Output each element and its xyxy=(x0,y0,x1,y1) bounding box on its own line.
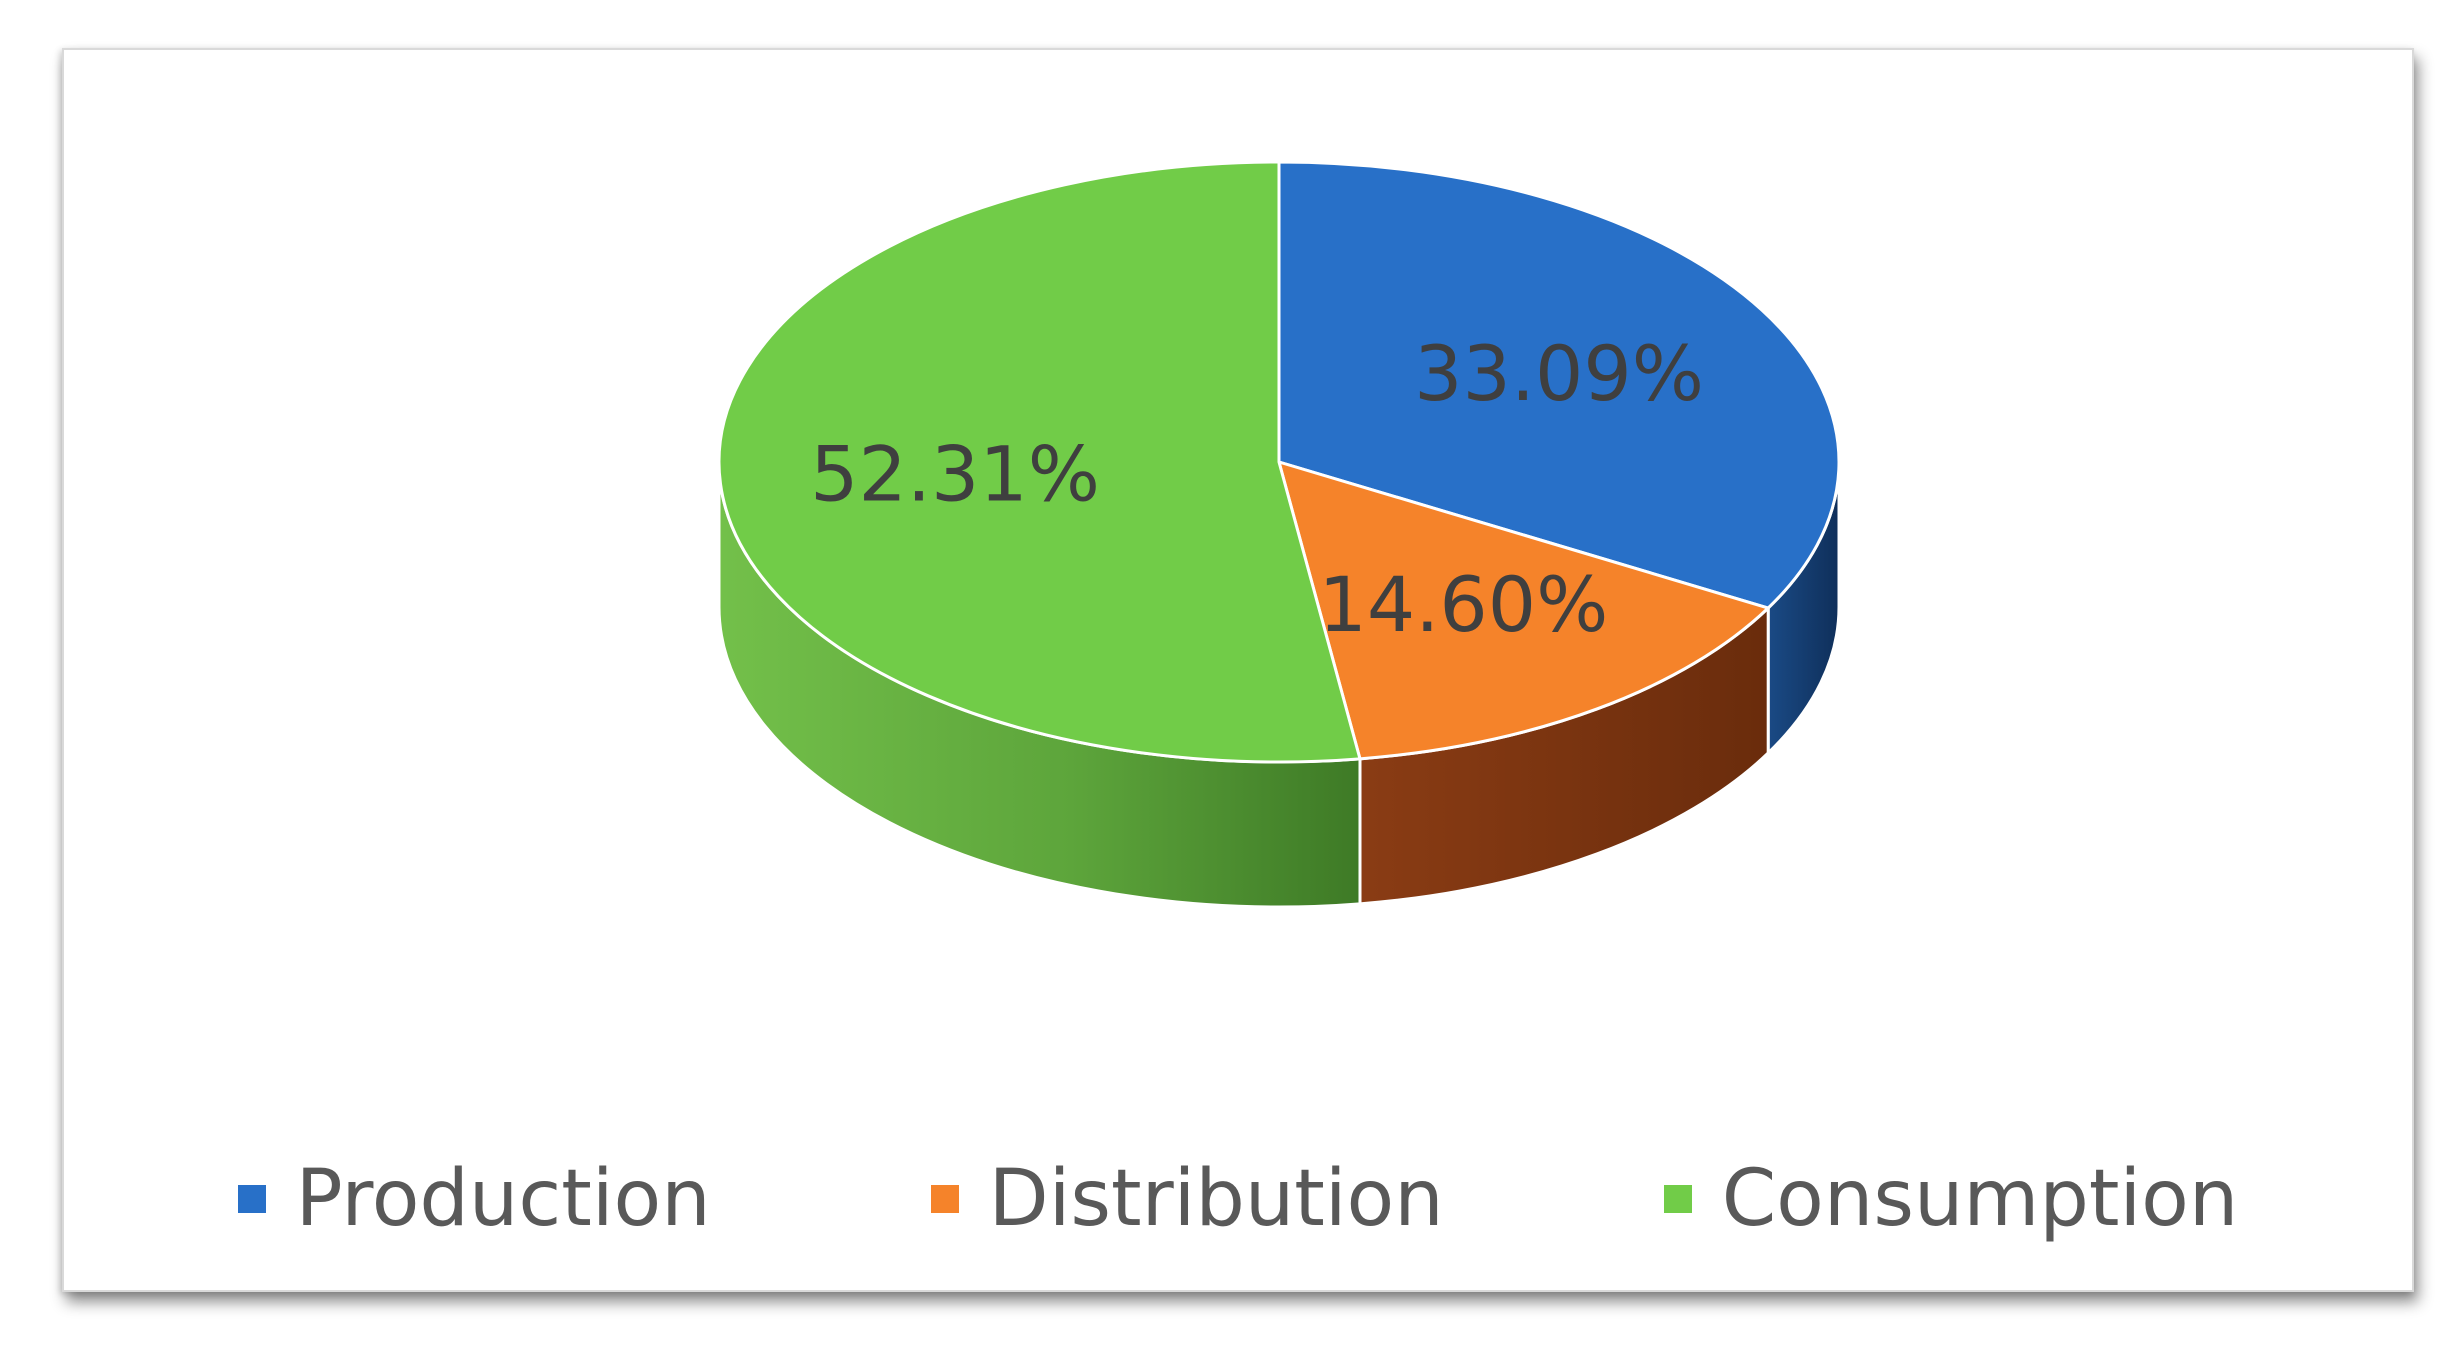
pie-chart: 33.09% 14.60% 52.31% xyxy=(717,160,1841,909)
pie-slices xyxy=(717,160,1841,764)
pie-slice-production[interactable] xyxy=(1277,160,1841,610)
legend-label-consumption: Consumption xyxy=(1721,1154,2239,1244)
pie-slice-consumption[interactable] xyxy=(717,160,1362,764)
legend-label-distribution: Distribution xyxy=(988,1154,1444,1244)
pie-sides xyxy=(717,461,1841,909)
legend: Production Distribution Consumption xyxy=(64,1160,2412,1238)
legend-item-distribution[interactable]: Distribution xyxy=(811,1160,1444,1238)
data-label-production: 33.09% xyxy=(1414,329,1704,418)
legend-item-consumption[interactable]: Consumption xyxy=(1544,1154,2239,1244)
legend-swatch-production xyxy=(237,1185,266,1213)
pie-data-labels: 33.09% 14.60% 52.31% xyxy=(810,329,1704,649)
legend-swatch-distribution xyxy=(930,1185,959,1213)
pie-slice-distribution[interactable] xyxy=(1277,460,1770,761)
legend-swatch-consumption xyxy=(1663,1185,1692,1213)
legend-label-production: Production xyxy=(295,1154,711,1244)
data-label-distribution: 14.60% xyxy=(1319,560,1609,649)
chart-area: 33.09% 14.60% 52.31% Production Distributio… xyxy=(62,48,2414,1292)
legend-item-production[interactable]: Production xyxy=(237,1154,711,1244)
data-label-consumption: 52.31% xyxy=(810,430,1100,519)
